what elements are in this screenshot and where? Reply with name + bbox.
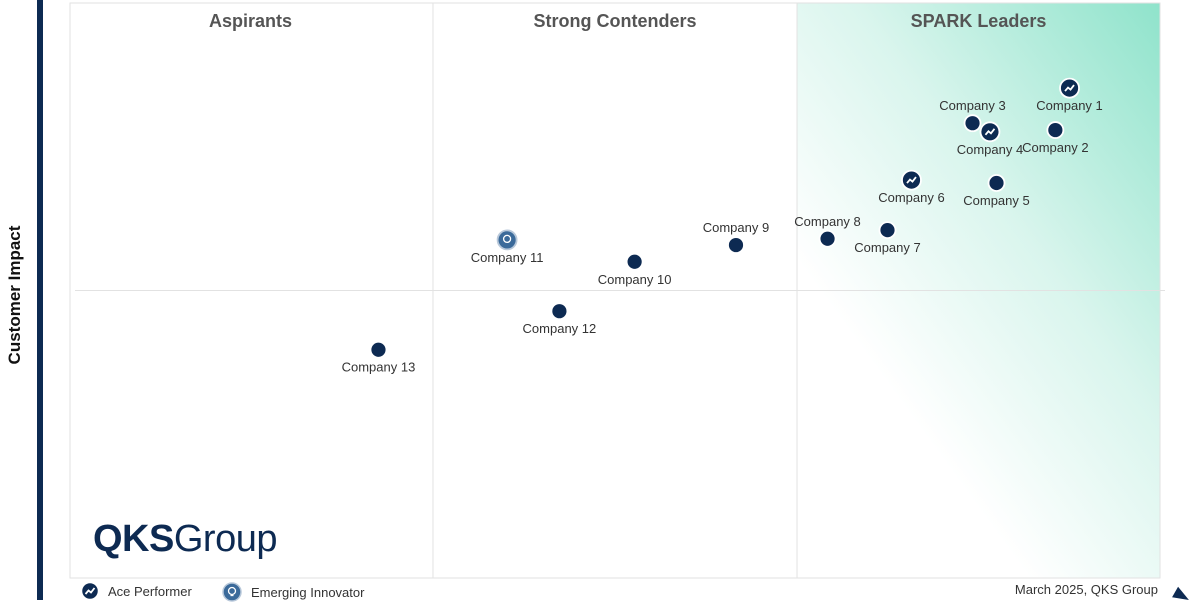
quadrant-title: Aspirants — [209, 11, 292, 31]
ace-performer-icon — [1064, 84, 1075, 92]
lightbulb-icon — [502, 234, 512, 244]
point-marker — [727, 236, 745, 254]
point-label: Company 2 — [1022, 140, 1088, 155]
point-marker — [818, 229, 837, 248]
point-marker — [369, 340, 388, 359]
legend-label: Emerging Innovator — [251, 584, 365, 600]
point-marker — [963, 114, 982, 133]
point-label: Company 13 — [342, 360, 416, 375]
data-point: Company 2 — [1022, 121, 1089, 155]
emerging-innovator-icon — [222, 582, 242, 602]
legend-emerging-innovator: Emerging Innovator — [221, 581, 364, 603]
data-point: Company 13 — [342, 340, 416, 375]
data-point: Company 5 — [963, 174, 1030, 208]
point-label: Company 7 — [854, 240, 920, 255]
point-marker — [550, 302, 569, 321]
point-label: Company 3 — [939, 98, 1005, 113]
footer-date-source: March 2025, QKS Group — [1014, 582, 1158, 597]
point-label: Company 12 — [523, 321, 597, 336]
y-axis-bar — [37, 0, 43, 600]
point-label: Company 4 — [957, 142, 1023, 157]
data-point: Company 6 — [878, 169, 945, 205]
point-marker — [878, 221, 897, 240]
point-label: Company 8 — [794, 214, 860, 229]
data-point: Company 12 — [523, 302, 597, 336]
point-label: Company 1 — [1036, 98, 1102, 113]
data-point: Company 9 — [703, 220, 769, 254]
data-point: Company 7 — [854, 221, 921, 255]
legend-ace-performer: Ace Performer — [80, 581, 192, 601]
point-marker — [625, 252, 644, 271]
data-point: Company 8 — [794, 214, 861, 248]
legend-label: Ace Performer — [108, 583, 192, 599]
data-point: Company 11 — [471, 229, 544, 265]
ace-performer-icon — [80, 581, 100, 601]
qks-group-logo: QKSGroup — [93, 518, 277, 560]
quadrant-title: SPARK Leaders — [911, 11, 1047, 31]
point-marker — [987, 174, 1006, 192]
ace-performer-icon — [906, 176, 917, 184]
point-label: Company 6 — [878, 190, 944, 205]
point-label: Company 11 — [471, 250, 544, 265]
point-marker — [496, 229, 518, 251]
quadrant-title: Strong Contenders — [533, 11, 696, 31]
ace-performer-icon — [984, 128, 996, 136]
point-label: Company 10 — [598, 272, 672, 287]
data-point: Company 10 — [598, 252, 672, 287]
data-point: Company 1 — [1036, 77, 1103, 113]
point-marker — [1046, 121, 1065, 139]
point-label: Company 5 — [963, 193, 1029, 208]
data-point: Company 4 — [957, 121, 1023, 157]
data-point: Company 3 — [939, 98, 1006, 133]
point-label: Company 9 — [703, 220, 769, 235]
